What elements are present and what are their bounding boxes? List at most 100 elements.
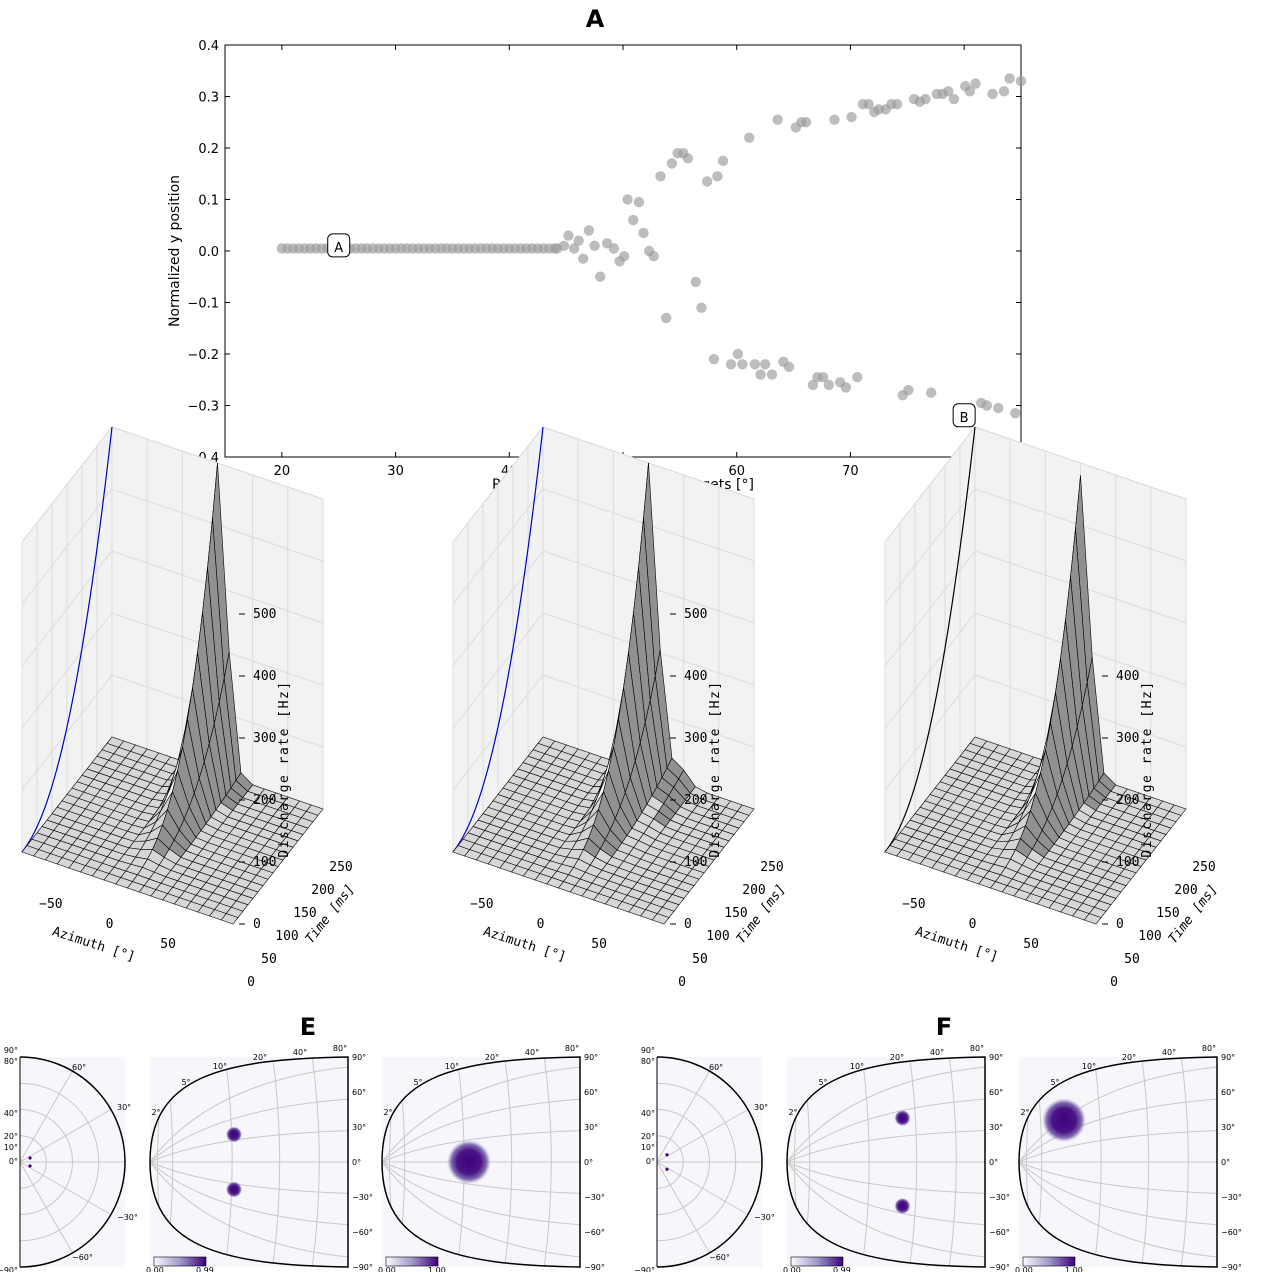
colorbar-min-label: 0.00	[1015, 1266, 1033, 1272]
visual-field-spoke	[19, 1109, 112, 1163]
iso-elevation-line	[150, 1161, 348, 1226]
scatter-points	[276, 73, 1027, 427]
visual-field-spoke	[19, 1161, 73, 1254]
visual-field-boundary	[19, 1056, 126, 1268]
colorbar-max-label: 1.00	[1065, 1266, 1083, 1272]
data-point	[682, 153, 694, 164]
data-point	[1004, 73, 1015, 84]
data-point	[903, 384, 914, 396]
y-tick-label: −0.3	[187, 400, 219, 415]
x-axis-label: Azimuth [°]	[481, 924, 568, 965]
activity-blob	[894, 1110, 911, 1126]
map-elevation-label: 0°	[1221, 1158, 1230, 1167]
iso-elevation-line	[787, 1066, 985, 1163]
data-point	[578, 253, 589, 264]
map-azimuth-label: 5°	[818, 1078, 827, 1087]
x-tick-label: 20	[274, 464, 291, 479]
map-elevation-label: 30°	[352, 1123, 366, 1132]
y-tick-label: 200	[742, 883, 765, 898]
map-azimuth-label: 2°	[788, 1108, 797, 1117]
z-tick-label: 100	[684, 855, 707, 870]
map-elevation-label: −60°	[352, 1228, 373, 1237]
map-elevation-label: −30°	[989, 1193, 1010, 1202]
iso-elevation-line	[787, 1161, 985, 1226]
data-point	[993, 402, 1004, 414]
z-tick-label: 0	[684, 917, 692, 932]
map-azimuth-label: 40°	[930, 1048, 944, 1057]
y-tick-label: 50	[692, 952, 708, 967]
data-point	[666, 158, 678, 169]
map-elevation-label: 60°	[989, 1088, 1003, 1097]
iso-elevation-line	[1019, 1066, 1217, 1163]
y-tick-label: −0.1	[187, 297, 219, 312]
iso-elevation-line	[382, 1161, 580, 1194]
data-point	[563, 230, 574, 241]
panel-a-title: A	[586, 5, 605, 33]
iso-elevation-line	[382, 1161, 580, 1258]
colorbar	[153, 1256, 207, 1267]
y-tick-label: 0	[678, 975, 686, 990]
x-tick-label: −50	[902, 897, 925, 912]
map-elevation-label: 0°	[584, 1158, 593, 1167]
data-point	[964, 86, 976, 97]
elevation-label: 0°	[9, 1157, 18, 1166]
map-azimuth-label: 5°	[413, 1078, 422, 1087]
map-azimuth-label: 2°	[151, 1108, 160, 1117]
map-boundary	[149, 1056, 349, 1268]
data-point	[863, 99, 874, 110]
x-tick-label: −50	[470, 897, 493, 912]
data-point	[708, 353, 720, 365]
map-elevation-label: 90°	[352, 1053, 366, 1062]
z-tick-label: 200	[253, 793, 276, 808]
map-panel-e: E 90° 80° 40° 20° 10° 0° −90° 60° 30° −30° −60° 2° 5…	[0, 1013, 605, 1272]
azimuth-label: −30°	[117, 1213, 138, 1222]
z-axis-label: Discharge rate [Hz]	[708, 680, 723, 857]
data-point	[725, 359, 737, 370]
y-tick-label: 0	[1110, 975, 1118, 990]
map-elevation-label: 90°	[1221, 1053, 1235, 1062]
z-tick-label: 400	[253, 669, 276, 684]
map-elevation-label: 0°	[352, 1158, 361, 1167]
data-point	[737, 359, 748, 370]
map-azimuth-label: 20°	[485, 1053, 499, 1062]
iso-elevation-line	[150, 1161, 348, 1258]
elevation-label: 0°	[646, 1157, 655, 1166]
map-grid	[787, 1057, 985, 1267]
map-elevation-label: 90°	[989, 1053, 1003, 1062]
y-tick-label: 150	[724, 906, 747, 921]
colorbar-max-label: 0.99	[833, 1266, 851, 1272]
colorbar-min-label: 0.00	[146, 1266, 164, 1272]
data-point	[998, 86, 1010, 97]
visual-field-spoke	[656, 1070, 710, 1163]
visual-field-spoke	[656, 1109, 749, 1163]
map-elevation-label: 90°	[584, 1053, 598, 1062]
x-tick-label: 70	[842, 464, 859, 479]
azimuth-label: −60°	[72, 1253, 93, 1262]
y-tick-label: 0.0	[198, 245, 219, 260]
y-tick-label: 150	[1156, 906, 1179, 921]
iso-elevation-line	[1019, 1161, 1217, 1194]
data-point	[783, 361, 795, 373]
data-point	[638, 227, 649, 239]
y-tick-label: 50	[1124, 952, 1140, 967]
data-point	[772, 114, 783, 125]
x-tick-label: 50	[1023, 937, 1039, 952]
x-tick-label: 50	[160, 937, 176, 952]
visual-field-target	[28, 1156, 32, 1160]
y-axis-label: Normalized y position	[167, 175, 183, 327]
map-azimuth-label: 40°	[1162, 1048, 1176, 1057]
data-point	[618, 250, 630, 262]
iso-elevation-line	[1019, 1161, 1217, 1226]
map-elevation-label: 60°	[352, 1088, 366, 1097]
data-point	[573, 235, 584, 246]
visual-field-boundary	[656, 1056, 763, 1268]
map-elevation-label: −90°	[352, 1263, 373, 1272]
colorbar	[790, 1256, 844, 1267]
data-point	[987, 88, 998, 100]
data-point	[840, 382, 852, 393]
z-tick-label: 400	[1116, 669, 1139, 684]
data-point	[755, 369, 766, 380]
